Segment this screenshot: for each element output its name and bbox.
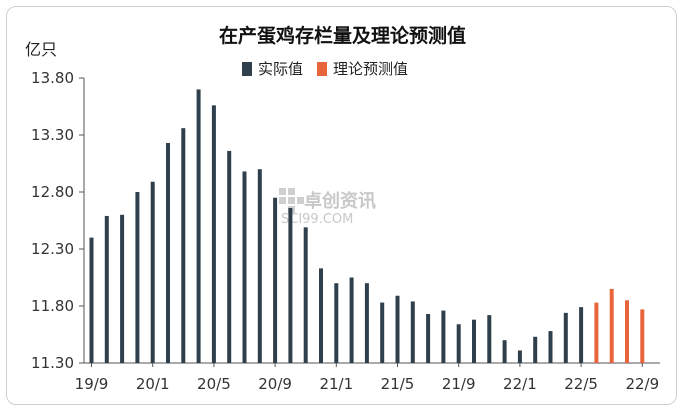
watermark-brand: 卓创资讯: [304, 190, 376, 212]
x-tick-label: 19/9: [75, 375, 109, 393]
watermark-logo-block: [279, 188, 286, 195]
x-tick-label: 22/9: [625, 375, 659, 393]
bar-actual: [319, 268, 323, 363]
y-tick-label: 12.30: [31, 240, 74, 258]
bar-actual: [349, 277, 354, 363]
bar-actual: [227, 150, 232, 363]
bar-actual: [242, 171, 247, 363]
bar-actual: [166, 142, 170, 363]
bar-actual: [104, 215, 109, 363]
legend-label-actual: 实际值: [258, 60, 304, 78]
bar-actual: [288, 207, 293, 363]
legend-swatch-forecast: [317, 61, 328, 76]
bar-actual: [456, 324, 461, 363]
bar-actual: [472, 319, 476, 363]
y-tick-label: 13.30: [31, 126, 74, 144]
bar-actual: [410, 301, 415, 363]
bar-actual: [181, 128, 186, 363]
bar-actual: [517, 350, 522, 363]
x-tick-label: 21/1: [319, 375, 353, 393]
y-tick-label: 12.80: [31, 183, 74, 201]
watermark-site: SCI99.COM: [281, 212, 353, 227]
chart-title: 在产蛋鸡存栏量及理论预测值: [218, 25, 466, 47]
bar-actual: [441, 310, 446, 363]
legend-label-forecast: 理论预测值: [333, 60, 409, 78]
watermark-logo-block: [288, 197, 295, 204]
bar-actual: [364, 283, 369, 363]
legend-swatch-actual: [242, 61, 252, 76]
legend-item-actual: 实际值: [242, 58, 303, 79]
bar-actual: [211, 105, 216, 364]
bar-actual: [135, 192, 140, 363]
bar-actual: [120, 214, 125, 363]
y-tick-label: 11.80: [31, 297, 74, 315]
x-tick-label: 20/9: [258, 375, 292, 393]
bar-actual: [487, 315, 492, 363]
bar-forecast: [609, 288, 614, 363]
watermark-logo-block: [279, 197, 286, 204]
bar-actual: [334, 283, 339, 363]
chart-frame: [6, 6, 677, 405]
bar-forecast: [640, 309, 645, 363]
bar-actual: [257, 169, 262, 363]
bar-actual: [89, 237, 94, 363]
y-axis-unit: 亿只: [25, 40, 58, 59]
x-tick-label: 20/1: [136, 375, 170, 393]
bar-actual: [502, 340, 507, 363]
watermark-logo-block: [297, 197, 304, 204]
bar-actual: [150, 181, 155, 363]
bar-actual: [395, 295, 400, 363]
watermark-logo-block: [288, 188, 295, 195]
bar-actual: [380, 302, 385, 363]
x-tick-label: 22/5: [564, 375, 598, 393]
bar-actual: [579, 307, 584, 363]
bar-actual: [533, 336, 538, 363]
legend-item-forecast: 理论预测值: [317, 58, 408, 79]
y-tick-label: 13.80: [31, 69, 74, 87]
bar-actual: [563, 312, 568, 363]
x-tick-label: 21/9: [442, 375, 476, 393]
x-tick-label: 21/5: [381, 375, 415, 393]
bar-actual: [273, 197, 278, 363]
legend: 实际值 理论预测值: [242, 58, 422, 79]
x-tick-label: 22/1: [503, 375, 537, 393]
bar-forecast: [625, 300, 629, 363]
bar-actual: [196, 89, 201, 364]
bar-actual: [426, 313, 431, 363]
x-tick-label: 20/5: [197, 375, 231, 393]
bar-actual: [303, 227, 308, 363]
bar-forecast: [594, 302, 599, 363]
y-tick-label: 11.30: [31, 354, 74, 372]
bar-actual: [548, 331, 553, 363]
